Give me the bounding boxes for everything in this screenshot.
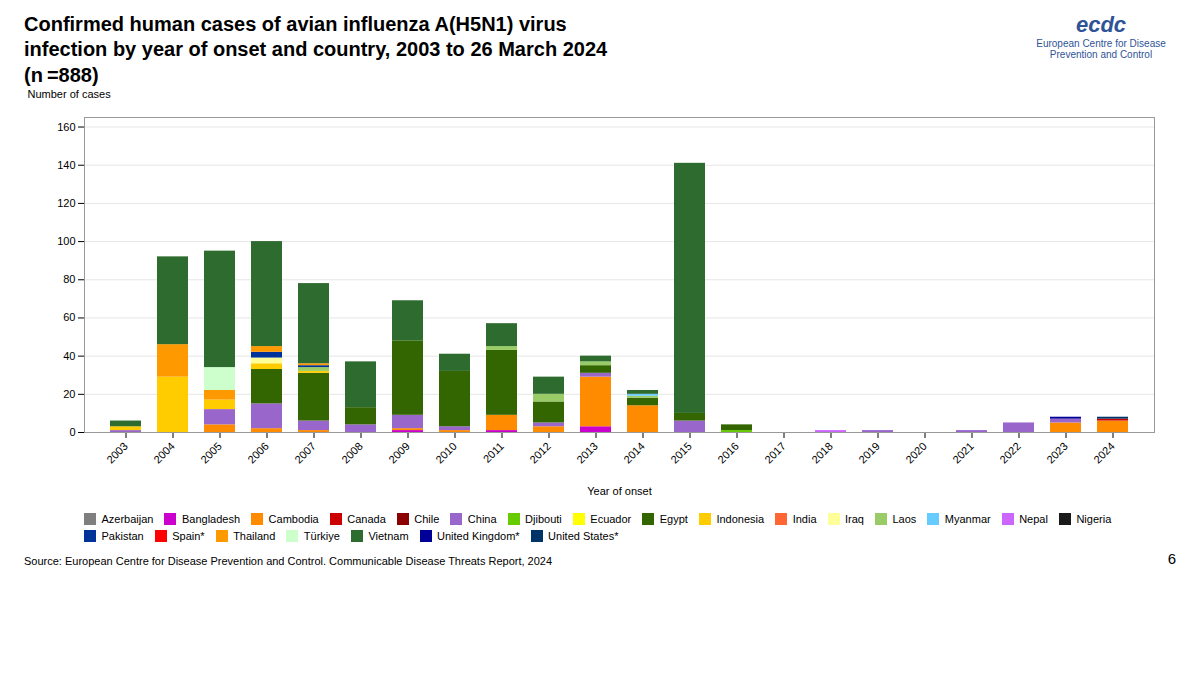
html-text:Nigeria: Nigeria [1076,513,1112,526]
svg-text:120: 120 [57,197,75,209]
html-text:6: 6 [1167,550,1176,567]
svg-text:2020: 2020 [903,440,929,466]
html-text:Spain*: Spain* [172,529,205,542]
svg-text:2022: 2022 [997,440,1023,466]
svg-text:2011: 2011 [481,440,506,465]
html-text:United Kingdom*: United Kingdom* [437,529,520,542]
svg-text:2009: 2009 [386,440,412,466]
html-text:Cambodia: Cambodia [268,513,319,526]
html-text:Source: European Centre for Di: Source: European Centre for Disease Prev… [24,555,553,567]
html-text:India: India [792,513,817,526]
html-text:Indonesia: Indonesia [716,513,765,526]
svg-text:2018: 2018 [809,440,835,466]
html-text:United States*: United States* [548,529,619,542]
svg-text:40: 40 [63,350,75,362]
html-text:ecdc: ecdc [1075,12,1127,37]
html-text:Pakistan: Pakistan [101,529,144,542]
svg-text:80: 80 [63,273,75,285]
svg-text:Number of cases: Number of cases [28,88,112,100]
svg-text:2003: 2003 [104,440,130,466]
html-text:Iraq: Iraq [845,513,864,526]
html-text:Ecuador: Ecuador [590,513,632,526]
svg-text:2013: 2013 [574,440,600,466]
svg-text:60: 60 [63,311,75,323]
html-text:Chile: Chile [414,513,440,526]
svg-text:2023: 2023 [1044,440,1070,466]
html-text:Canada: Canada [347,513,386,526]
svg-text:2014: 2014 [621,440,647,466]
svg-text:2005: 2005 [198,440,224,466]
svg-text:2008: 2008 [339,440,365,466]
svg-text:20: 20 [63,388,75,400]
html-text:(n =888): (n =888) [24,64,99,86]
svg-text:2012: 2012 [527,440,553,466]
svg-text:2010: 2010 [433,440,459,466]
svg-text:2021: 2021 [950,440,976,466]
svg-text:2024: 2024 [1091,440,1117,466]
html-text:Türkiye: Türkiye [303,529,340,542]
svg-text:140: 140 [57,159,75,171]
svg-text:Year of onset: Year of onset [587,485,651,497]
html-text:Laos: Laos [892,513,917,526]
svg-text:2006: 2006 [245,440,271,466]
html-text:Myanmar: Myanmar [944,513,991,526]
html-text:Bangladesh: Bangladesh [182,513,241,526]
html-text:Confirmed human cases of avian: Confirmed human cases of avian influenza… [24,13,608,60]
svg-text:2007: 2007 [292,440,318,466]
svg-text:2004: 2004 [151,440,177,466]
html-text:European Centre for Disease Pr: European Centre for Disease Prevention a… [1036,38,1166,60]
html-text:Azerbaijan: Azerbaijan [101,513,154,526]
html-text:Nepal: Nepal [1019,513,1048,526]
html-text:Thailand: Thailand [233,529,276,542]
html-text:China: China [467,513,497,526]
svg-text:2017: 2017 [762,440,788,466]
html-text:Djibouti: Djibouti [525,513,562,526]
svg-text:2016: 2016 [715,440,741,466]
svg-text:0: 0 [69,426,75,438]
svg-text:2019: 2019 [856,440,882,466]
html-text:Egypt: Egypt [659,513,688,526]
svg-text:100: 100 [57,235,75,247]
html-text:Vietnam: Vietnam [368,529,409,542]
svg-text:2015: 2015 [668,440,694,466]
svg-text:160: 160 [57,121,75,133]
